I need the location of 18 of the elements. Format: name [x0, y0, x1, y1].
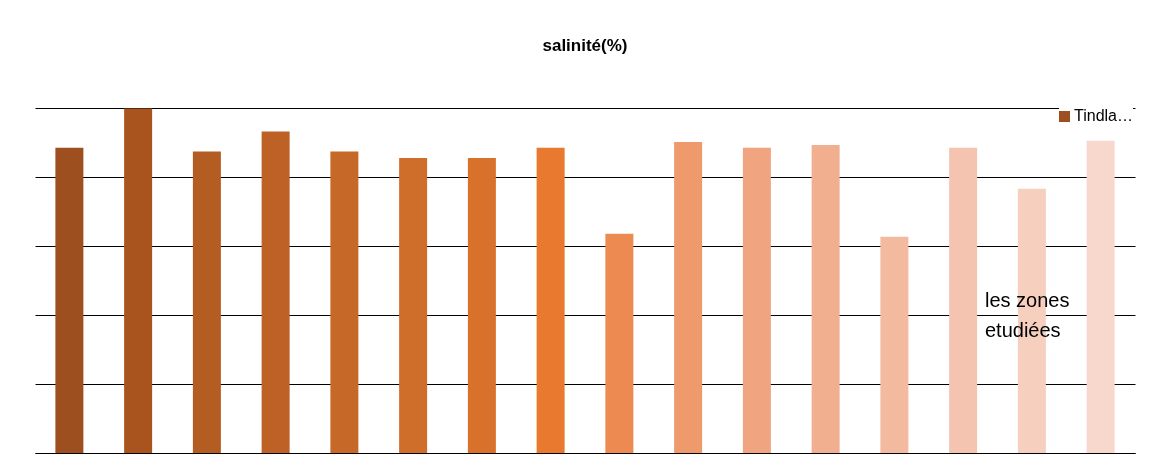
annotation: les zones etudiées: [985, 288, 1071, 343]
bar: [674, 141, 703, 453]
bar: [742, 147, 771, 453]
bar: [1086, 140, 1115, 453]
bar: [124, 108, 153, 453]
bar: [811, 144, 840, 453]
bar: [399, 158, 428, 453]
bar: [192, 151, 221, 453]
bar: [536, 147, 565, 453]
legend-label: Tindla…: [1074, 107, 1133, 125]
bar: [55, 147, 84, 453]
bar: [467, 158, 496, 453]
bar: [880, 236, 909, 453]
bar: [330, 151, 359, 453]
chart-title: salinité(%): [542, 36, 628, 55]
bar: [949, 147, 978, 453]
bar: [261, 131, 290, 453]
bar: [605, 233, 634, 453]
